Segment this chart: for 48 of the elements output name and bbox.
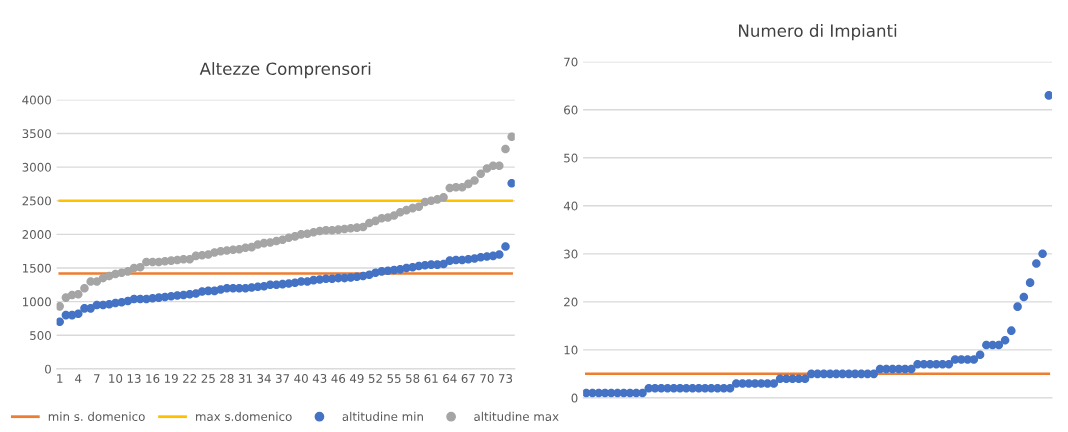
x-tick-label: 28 — [220, 374, 234, 383]
x-tick-label: 49 — [349, 374, 364, 383]
y-tick-label: 0 — [45, 364, 51, 374]
y-tick-label: 500 — [30, 331, 51, 340]
x-tick-label: 64 — [443, 374, 457, 383]
x-tick-label: 19 — [164, 374, 178, 383]
x-tick-label: 4 — [75, 374, 82, 383]
x-tick-label: 61 — [424, 374, 438, 383]
y-tick-label: 20 — [564, 297, 578, 307]
x-tick-label: 58 — [406, 374, 420, 383]
chart-title: Altezze Comprensori — [199, 62, 371, 79]
x-tick-label: 7 — [94, 374, 100, 383]
x-tick-label: 67 — [461, 374, 475, 383]
y-tick-label: 4000 — [22, 95, 51, 105]
x-tick-label: 31 — [238, 374, 252, 383]
x-tick-label: 37 — [275, 374, 290, 383]
y-tick-label: 3500 — [22, 129, 51, 139]
chart-title: Numero di Impianti — [739, 24, 897, 41]
x-tick-label: 46 — [331, 374, 346, 383]
x-tick-label: 16 — [146, 374, 160, 383]
y-tick-label: 60 — [564, 105, 578, 115]
legend-label: max s.domenico — [196, 411, 292, 421]
y-tick-label: 70 — [564, 57, 578, 67]
y-tick-label: 2500 — [22, 196, 51, 206]
x-tick-label: 40 — [294, 374, 308, 383]
x-tick-label: 10 — [109, 374, 123, 383]
y-tick-label: 3000 — [22, 162, 51, 172]
y-tick-label: 40 — [563, 201, 578, 211]
x-tick-label: 70 — [480, 374, 494, 383]
y-tick-label: 0 — [571, 393, 578, 403]
legend-label: altitudine min — [342, 411, 423, 421]
x-tick-label: 43 — [312, 374, 327, 383]
x-tick-label: 55 — [387, 374, 401, 383]
y-tick-label: 1000 — [22, 297, 51, 307]
x-tick-label: 1 — [57, 374, 63, 383]
x-tick-label: 25 — [201, 374, 215, 383]
y-tick-label: 30 — [564, 249, 578, 259]
y-tick-label: 10 — [564, 345, 578, 355]
x-tick-label: 22 — [183, 374, 197, 383]
legend-label: altitudine max — [474, 411, 559, 421]
x-tick-label: 34 — [257, 374, 271, 383]
x-tick-label: 13 — [127, 374, 141, 383]
y-tick-label: 1500 — [22, 263, 51, 273]
x-tick-label: 73 — [498, 374, 513, 383]
x-tick-label: 52 — [368, 374, 382, 383]
y-tick-label: 50 — [564, 153, 578, 163]
y-tick-label: 2000 — [22, 230, 51, 240]
legend-label: min s. domenico — [48, 411, 145, 421]
